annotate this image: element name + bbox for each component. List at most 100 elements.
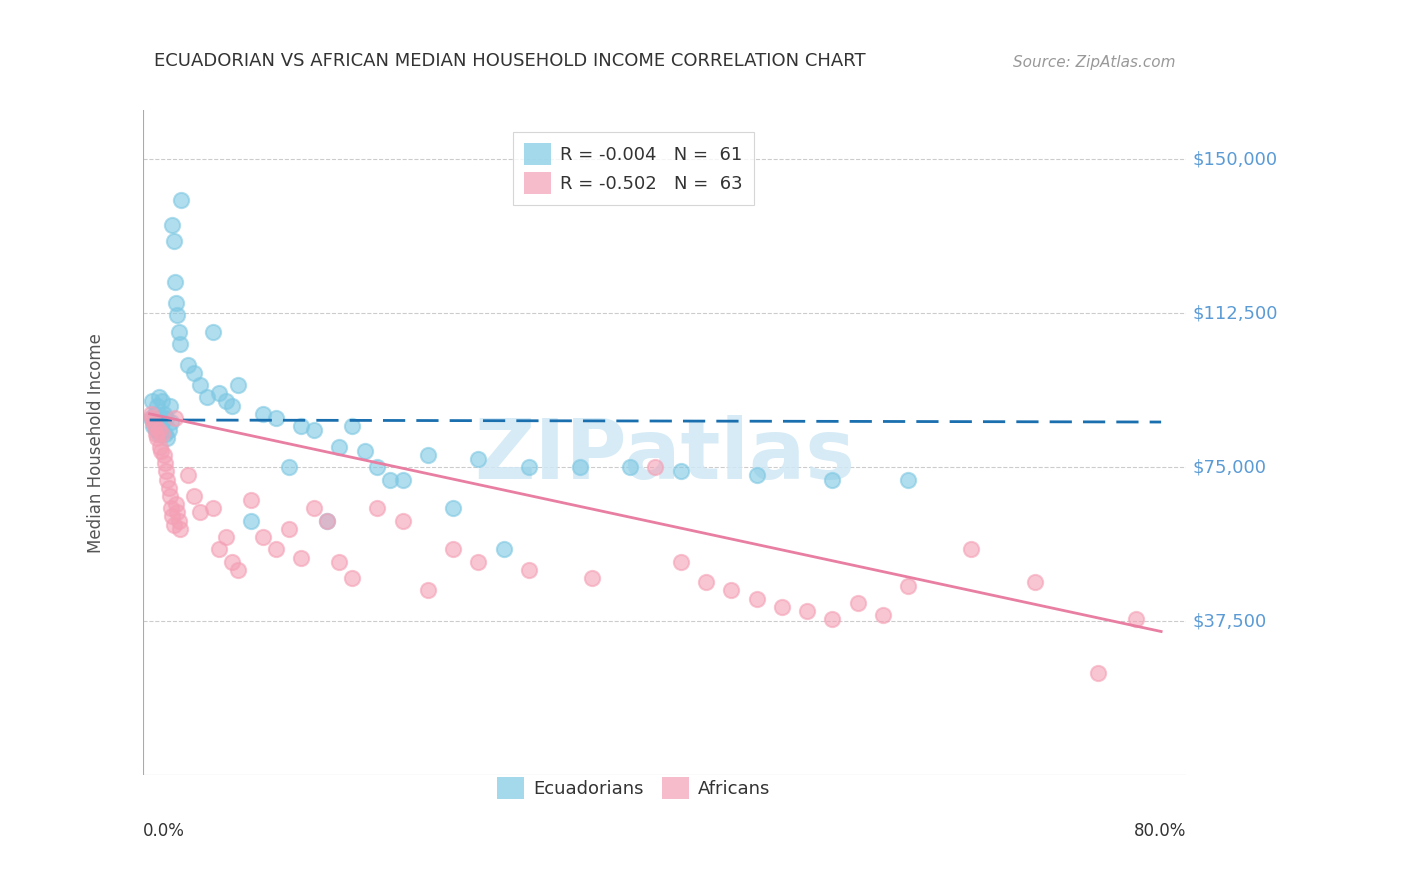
Point [148, 391, 170, 405]
Point [156, 473, 179, 487]
Point [290, 550, 312, 565]
Point [264, 411, 287, 425]
Point [328, 440, 350, 454]
Point [201, 501, 224, 516]
Point [145, 427, 167, 442]
Point [166, 308, 188, 322]
Point [141, 411, 163, 425]
Point [167, 325, 190, 339]
Point [264, 542, 287, 557]
Point [167, 514, 190, 528]
Point [441, 542, 464, 557]
Point [155, 464, 177, 478]
Point [467, 555, 489, 569]
Point [226, 378, 249, 392]
Point [745, 591, 768, 606]
Point [153, 456, 176, 470]
Point [1087, 665, 1109, 680]
Point [143, 419, 166, 434]
Point [821, 473, 844, 487]
Point [669, 464, 692, 478]
Point [221, 399, 243, 413]
Point [226, 563, 249, 577]
Point [1024, 575, 1046, 590]
Text: ECUADORIAN VS AFRICAN MEDIAN HOUSEHOLD INCOME CORRELATION CHART: ECUADORIAN VS AFRICAN MEDIAN HOUSEHOLD I… [153, 52, 865, 70]
Point [143, 407, 166, 421]
Point [846, 596, 869, 610]
Point [581, 571, 603, 585]
Point [160, 415, 183, 429]
Point [146, 432, 169, 446]
Point [720, 583, 742, 598]
Point [159, 489, 181, 503]
Point [201, 325, 224, 339]
Point [353, 443, 375, 458]
Point [162, 509, 184, 524]
Point [142, 419, 165, 434]
Point [770, 599, 793, 614]
Point [619, 460, 641, 475]
Point [152, 407, 174, 421]
Point [163, 517, 186, 532]
Point [1125, 612, 1147, 626]
Point [340, 571, 363, 585]
Point [155, 411, 177, 425]
Point [441, 501, 464, 516]
Point [148, 427, 170, 442]
Point [176, 468, 198, 483]
Point [183, 366, 205, 380]
Text: $150,000: $150,000 [1192, 150, 1278, 169]
Point [644, 460, 666, 475]
Point [152, 448, 174, 462]
Text: Median Household Income: Median Household Income [87, 333, 105, 552]
Point [146, 399, 169, 413]
Legend: Ecuadorians, Africans: Ecuadorians, Africans [489, 770, 778, 806]
Point [378, 473, 401, 487]
Point [159, 399, 181, 413]
Point [340, 419, 363, 434]
Point [416, 583, 439, 598]
Point [745, 468, 768, 483]
Point [170, 193, 193, 207]
Point [366, 460, 388, 475]
Point [163, 235, 186, 249]
Point [183, 489, 205, 503]
Point [208, 386, 231, 401]
Point [208, 542, 231, 557]
Point [517, 563, 540, 577]
Point [252, 407, 274, 421]
Text: $75,000: $75,000 [1192, 458, 1267, 476]
Point [169, 522, 191, 536]
Point [195, 391, 218, 405]
Point [139, 411, 162, 425]
Point [796, 604, 818, 618]
Point [391, 473, 413, 487]
Point [145, 423, 167, 437]
Point [165, 296, 187, 310]
Text: 80.0%: 80.0% [1135, 822, 1187, 839]
Point [148, 423, 170, 437]
Point [150, 427, 173, 442]
Text: $37,500: $37,500 [1192, 612, 1267, 631]
Point [821, 612, 844, 626]
Point [149, 411, 172, 425]
Point [162, 218, 184, 232]
Text: ZIPatlas: ZIPatlas [474, 416, 855, 496]
Point [157, 423, 180, 437]
Point [150, 419, 173, 434]
Point [290, 419, 312, 434]
Point [160, 501, 183, 516]
Point [568, 460, 591, 475]
Point [467, 452, 489, 467]
Point [188, 505, 211, 519]
Point [517, 460, 540, 475]
Point [302, 501, 325, 516]
Point [695, 575, 717, 590]
Text: $112,500: $112,500 [1192, 304, 1278, 322]
Point [416, 448, 439, 462]
Point [157, 481, 180, 495]
Point [163, 276, 186, 290]
Text: 0.0%: 0.0% [143, 822, 186, 839]
Point [328, 555, 350, 569]
Point [277, 522, 299, 536]
